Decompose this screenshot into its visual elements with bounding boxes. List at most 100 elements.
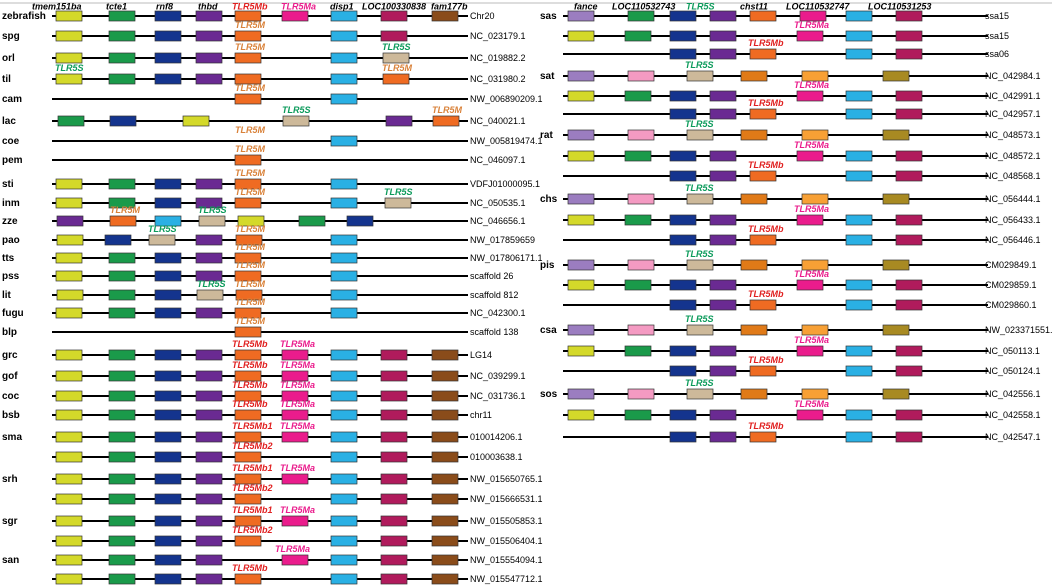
gene-block-tmem151ba bbox=[567, 345, 595, 357]
gene-block-tmem151ba bbox=[567, 214, 595, 226]
gene-block-loc100330838 bbox=[380, 473, 408, 485]
gene-block-tlr5 bbox=[234, 493, 262, 505]
gene-block-tmem151ba bbox=[182, 115, 210, 127]
species-label: sat bbox=[540, 71, 555, 82]
accession-label: NC_048573.1 bbox=[985, 130, 1041, 140]
accession-label: chr11 bbox=[470, 410, 492, 420]
accession-label: ssa15 bbox=[985, 31, 1009, 41]
gene-block-tcte1 bbox=[108, 431, 136, 443]
gene-block-tmem151ba bbox=[55, 473, 83, 485]
gene-block-chst11 bbox=[740, 324, 768, 336]
gene-block-disp1 bbox=[154, 215, 182, 227]
gene-block-disp1 bbox=[330, 573, 358, 585]
gene-block-loc110531253 bbox=[882, 324, 910, 336]
gene-block-loc100330838 bbox=[895, 234, 923, 246]
gene-block-tlr5ma bbox=[796, 214, 824, 226]
gene-block-tlr5ma bbox=[796, 409, 824, 421]
gene-annotation: TLR5Ma bbox=[794, 20, 829, 30]
gene-block-rnf8 bbox=[154, 554, 182, 566]
gene-block-thbd bbox=[195, 10, 223, 22]
gene-block-thbd bbox=[709, 431, 737, 443]
species-label: sti bbox=[2, 179, 14, 190]
gene-block-tmem151ba bbox=[55, 349, 83, 361]
gene-block-rnf8 bbox=[669, 431, 697, 443]
gene-block-tlr5 bbox=[234, 326, 262, 338]
gene-block-tmem151ba bbox=[55, 409, 83, 421]
gene-block-disp1 bbox=[330, 10, 358, 22]
gene-header: chst11 bbox=[740, 2, 768, 12]
gene-block-disp1 bbox=[845, 234, 873, 246]
accession-label: NC_056433.1 bbox=[985, 215, 1041, 225]
accession-label: NC_042957.1 bbox=[985, 109, 1041, 119]
gene-block-loc110531253 bbox=[882, 388, 910, 400]
gene-annotation: TLR5S bbox=[282, 105, 311, 115]
gene-block-disp1 bbox=[845, 299, 873, 311]
gene-block-tmem151ba bbox=[55, 535, 83, 547]
gene-block-rnf8 bbox=[669, 279, 697, 291]
gene-block-loc100330838 bbox=[380, 390, 408, 402]
gene-block-tlr5 bbox=[234, 370, 262, 382]
species-label: san bbox=[2, 555, 19, 566]
gene-block-loc110532743 bbox=[627, 129, 655, 141]
gene-block-loc110531253 bbox=[882, 259, 910, 271]
gene-block-rnf8 bbox=[154, 30, 182, 42]
gene-block-disp1 bbox=[330, 370, 358, 382]
gene-block-thbd bbox=[195, 431, 223, 443]
gene-block-tlr5 bbox=[432, 115, 460, 127]
gene-block-tlr5 bbox=[234, 573, 262, 585]
gene-block-rnf8 bbox=[154, 52, 182, 64]
accession-label: 010014206.1 bbox=[470, 432, 523, 442]
gene-block-tmem151ba bbox=[55, 30, 83, 42]
gene-annotation: TLR5S bbox=[685, 183, 714, 193]
gene-block-fam177b bbox=[431, 370, 459, 382]
gene-block-loc100330838 bbox=[895, 90, 923, 102]
gene-block-tlr5 bbox=[382, 73, 410, 85]
gene-annotation: TLR5M bbox=[235, 125, 266, 135]
gene-header: tmem151ba bbox=[32, 2, 82, 12]
gene-block-rnf8 bbox=[154, 409, 182, 421]
species-label: bsb bbox=[2, 410, 20, 421]
gene-block-rnf8 bbox=[154, 289, 182, 301]
accession-label: Chr20 bbox=[470, 11, 495, 21]
gene-block-tlr5ma bbox=[799, 10, 827, 22]
gene-annotation: TLR5Mb bbox=[748, 160, 784, 170]
gene-block-thbd bbox=[709, 170, 737, 182]
gene-block-thbd bbox=[709, 48, 737, 60]
gene-block-disp1 bbox=[330, 307, 358, 319]
gene-block-tmem151ba bbox=[56, 289, 84, 301]
gene-block-rnf8 bbox=[154, 73, 182, 85]
gene-block-loc100330838 bbox=[380, 409, 408, 421]
gene-annotation: TLR5M bbox=[235, 279, 266, 289]
gene-block-tlr5ma bbox=[796, 30, 824, 42]
gene-block-tcte1 bbox=[108, 390, 136, 402]
gene-block-tcte1 bbox=[108, 270, 136, 282]
accession-label: NC_056446.1 bbox=[985, 235, 1041, 245]
gene-block-tlr5ma bbox=[281, 431, 309, 443]
gene-block-fam177b bbox=[431, 349, 459, 361]
gene-block-loc100330838 bbox=[380, 515, 408, 527]
gene-annotation: TLR5Ma bbox=[280, 399, 315, 409]
gene-block-tcte1 bbox=[624, 150, 652, 162]
species-label: grc bbox=[2, 350, 18, 361]
accession-label: NC_031980.2 bbox=[470, 74, 526, 84]
gene-block-tlr5 bbox=[749, 299, 777, 311]
species-label: csa bbox=[540, 325, 557, 336]
gene-block-thbd bbox=[195, 234, 223, 246]
gene-annotation: TLR5Ma bbox=[794, 204, 829, 214]
gene-annotation: TLR5M bbox=[235, 297, 266, 307]
gene-block-tlr5 bbox=[234, 52, 262, 64]
accession-label: NW_023371551.1 bbox=[985, 325, 1052, 335]
gene-block-rnf8 bbox=[154, 431, 182, 443]
gene-block-loc110532747 bbox=[801, 193, 829, 205]
gene-annotation: TLR5Ma bbox=[280, 463, 315, 473]
gene-block-loc110532747 bbox=[801, 324, 829, 336]
gene-block-disp1 bbox=[330, 451, 358, 463]
gene-block-tmem151ba bbox=[55, 178, 83, 190]
gene-block-disp1 bbox=[845, 409, 873, 421]
gene-annotation: TLR5M bbox=[235, 144, 266, 154]
gene-block-rnf8 bbox=[154, 252, 182, 264]
accession-label: NW_005819474.1 bbox=[470, 136, 543, 146]
gene-block-rnf8 bbox=[154, 307, 182, 319]
gene-block-disp1 bbox=[330, 30, 358, 42]
gene-block-chst11 bbox=[740, 259, 768, 271]
